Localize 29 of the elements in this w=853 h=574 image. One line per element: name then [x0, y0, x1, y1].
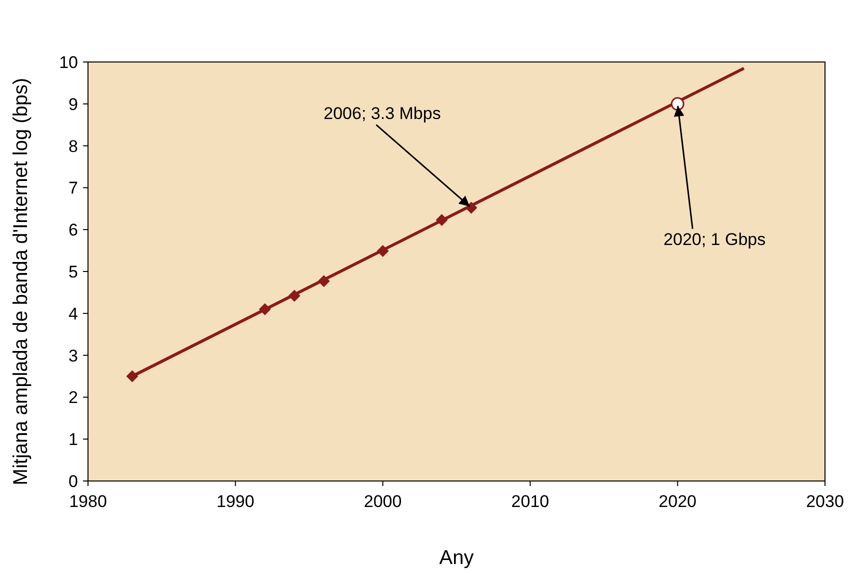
x-tick-label: 2020	[658, 492, 697, 511]
point	[376, 244, 389, 257]
point	[436, 214, 448, 226]
y-tick-label: 5	[68, 262, 78, 282]
annotation: 2020; 1 Gbps	[664, 230, 766, 249]
x-tick-label: 1980	[69, 492, 107, 511]
y-tick-label: 4	[68, 304, 78, 324]
x-tick-label: 1990	[216, 492, 254, 511]
y-tick-label: 6	[68, 220, 78, 240]
point	[126, 370, 138, 382]
y-axis-title: Mitjana amplada de banda d'Internet log (bps)	[10, 78, 32, 486]
point	[288, 290, 300, 302]
y-tick-label: 1	[68, 430, 78, 450]
annotation: 2006; 3.3 Mbps	[324, 104, 441, 123]
point	[465, 202, 478, 214]
y-tick-label: 7	[68, 178, 78, 198]
y-tick-label: 3	[68, 346, 78, 366]
y-tick-label: 2	[68, 388, 78, 408]
y-tick-label: 0	[68, 472, 78, 491]
point	[258, 303, 271, 316]
x-tick-label: 2030	[806, 492, 844, 511]
x-tick-label: 2000	[364, 492, 402, 511]
y-tick-label: 8	[68, 136, 78, 156]
y-tick-label: 9	[68, 94, 78, 114]
point	[318, 275, 330, 288]
x-axis-title: Any	[439, 547, 474, 569]
y-tick-label: 10	[59, 53, 78, 72]
point	[670, 97, 684, 111]
x-tick-label: 2010	[511, 492, 550, 511]
